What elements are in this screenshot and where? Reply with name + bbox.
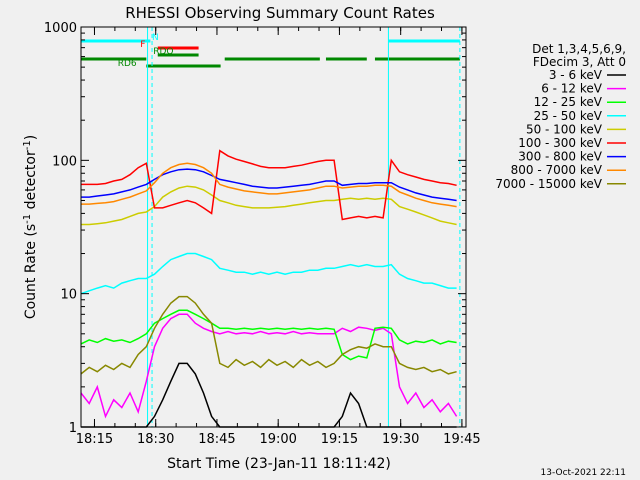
series-line-5 — [81, 149, 457, 221]
y-label-sup1: -1 — [22, 214, 33, 224]
flag-label-n: N — [152, 33, 159, 43]
y-tick-label-0: 1 — [69, 421, 77, 436]
legend-label-3: 25 - 50 keV — [534, 109, 603, 123]
legend-label-7: 800 - 7000 keV — [511, 163, 603, 177]
x-axis-ticks: 18:15 18:30 18:45 19:00 19:15 19:30 19:45 — [76, 27, 481, 447]
flag-bars: NF RDO RD6 — [81, 33, 460, 69]
legend-label-2: 12 - 25 keV — [534, 95, 603, 109]
x-axis-label: Start Time (23-Jan-11 18:11:42) — [167, 456, 391, 472]
legend-label-4: 50 - 100 keV — [526, 122, 603, 136]
x-tick-label-2: 18:45 — [198, 432, 235, 447]
flag-label-f: F — [140, 40, 145, 50]
y-label-sup2: -1 — [22, 140, 33, 150]
y-tick-label-2: 100 — [52, 154, 77, 169]
series-line-2 — [80, 309, 457, 361]
series-line-3 — [80, 252, 457, 295]
legend-label-0: 3 - 6 keV — [549, 68, 603, 82]
x-tick-label-5: 19:30 — [382, 432, 419, 447]
legend-header-line2: FDecim 3, Att 0 — [533, 55, 626, 69]
y-tick-label-3: 1000 — [44, 21, 77, 36]
x-tick-label-0: 18:15 — [76, 432, 113, 447]
plot-frame — [80, 26, 467, 428]
legend-header-line1: Det 1,3,4,5,6,9, — [532, 42, 626, 56]
flag-label-rd6: RD6 — [118, 59, 137, 69]
x-tick-label-3: 19:00 — [259, 432, 296, 447]
legend-label-6: 300 - 800 keV — [518, 150, 602, 164]
y-axis-ticks: 1 10 100 1000 — [44, 21, 466, 436]
chart-title: RHESSI Observing Summary Count Rates — [125, 4, 435, 22]
y-label-part1: Count Rate (s — [23, 224, 39, 319]
flag-label-rdo: RDO — [153, 47, 173, 57]
y-label-part2: detector — [23, 150, 39, 214]
legend-label-8: 7000 - 15000 keV — [495, 177, 602, 191]
series-line-4 — [81, 185, 457, 226]
legend-label-1: 6 - 12 keV — [541, 82, 603, 96]
series-line-6 — [81, 168, 457, 202]
y-tick-label-1: 10 — [60, 288, 77, 303]
series-line-7 — [81, 162, 457, 208]
y-label-part3: ) — [23, 135, 39, 140]
x-tick-label-6: 19:45 — [443, 432, 480, 447]
x-tick-label-4: 19:15 — [321, 432, 358, 447]
legend-label-5: 100 - 300 keV — [518, 136, 602, 150]
series-line-8 — [80, 295, 457, 375]
footer-date: 13-Oct-2021 22:11 — [541, 468, 626, 478]
legend: Det 1,3,4,5,6,9, FDecim 3, Att 0 3 - 6 k… — [495, 42, 626, 191]
x-tick-label-1: 18:30 — [137, 432, 174, 447]
y-axis-label: Count Rate (s-1 detector-1) — [22, 135, 39, 319]
